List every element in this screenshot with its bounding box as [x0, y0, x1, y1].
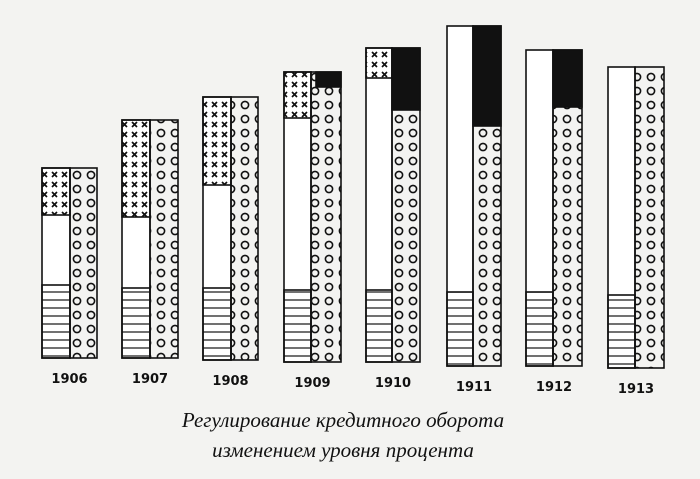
- cross-segment: [121, 119, 151, 218]
- lined-segment: [607, 294, 636, 369]
- column-right: [634, 66, 665, 369]
- year-label: 1910: [375, 376, 411, 391]
- column-right: [69, 167, 98, 359]
- year-label: 1907: [132, 372, 168, 387]
- lined-segment: [121, 287, 151, 359]
- year-label: 1909: [294, 376, 330, 391]
- lined-segment: [525, 291, 554, 367]
- lined-segment: [283, 289, 312, 363]
- column-right: [149, 119, 179, 359]
- caption-line: изменением уровня процента: [212, 438, 474, 462]
- black-segment: [552, 49, 583, 108]
- year-label: 1913: [618, 382, 654, 397]
- cross-segment: [41, 167, 71, 216]
- cross-segment: [202, 96, 232, 186]
- year-label: 1906: [51, 372, 87, 387]
- black-segment: [391, 47, 421, 111]
- column-right: [310, 71, 342, 363]
- lined-segment: [365, 289, 393, 363]
- year-label: 1908: [212, 374, 248, 389]
- year-label: 1912: [536, 380, 572, 395]
- year-label: 1911: [456, 380, 492, 395]
- lined-segment: [41, 284, 71, 359]
- lined-segment: [446, 291, 474, 367]
- cross-segment: [283, 71, 312, 119]
- cross-segment: [365, 47, 393, 79]
- column-right: [230, 96, 259, 361]
- caption-line: Регулирование кредитного оборота: [181, 408, 504, 432]
- lined-segment: [202, 287, 232, 361]
- black-segment: [472, 25, 502, 127]
- black-segment: [315, 71, 342, 88]
